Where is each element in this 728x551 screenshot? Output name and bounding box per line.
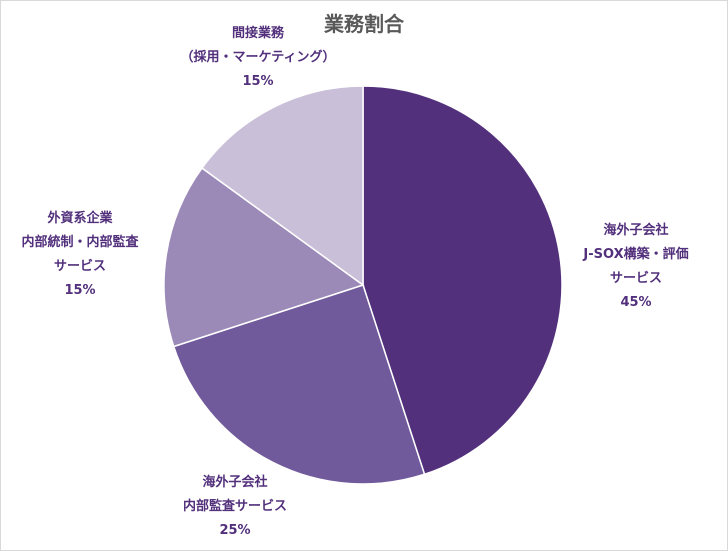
slice-label-line: 海外子会社: [202, 474, 267, 490]
slice-percent: 45%: [620, 295, 651, 310]
slice-label-line: 外資系企業: [46, 210, 113, 226]
slice-label-line: （採用・マーケティング）: [181, 49, 336, 65]
slice-label-4: 間接業務 （採用・マーケティング） 15%: [181, 25, 336, 89]
pie-slice-3: [163, 166, 365, 348]
slice-label-line: 内部統制・内部監査: [21, 234, 139, 250]
slice-label-line: サービス: [54, 258, 106, 274]
slice-label-2: 海外子会社内部監査サービス 25%: [183, 474, 287, 538]
pie-slice-2: [172, 284, 426, 485]
slice-percent: 15%: [64, 283, 95, 298]
slice-label-line: 内部監査サービス: [183, 498, 287, 514]
slice-percent: 25%: [219, 523, 250, 538]
slice-label-3: 外資系企業内部統制・内部監査サービス 15%: [21, 210, 139, 298]
slice-label-line: J-SOX構築・評価: [582, 246, 688, 262]
pie-slice-1: [362, 85, 563, 476]
slice-label-line: サービス: [610, 270, 662, 286]
slice-percent: 15%: [242, 74, 273, 89]
slice-label-line: 間接業務: [232, 25, 285, 41]
slice-label-1: 海外子会社 J-SOX構築・評価サービス 45%: [582, 222, 688, 310]
slice-label-line: 海外子会社: [603, 222, 668, 238]
pie-slice-4: [200, 85, 364, 287]
chart-title: 業務割合: [324, 12, 404, 36]
